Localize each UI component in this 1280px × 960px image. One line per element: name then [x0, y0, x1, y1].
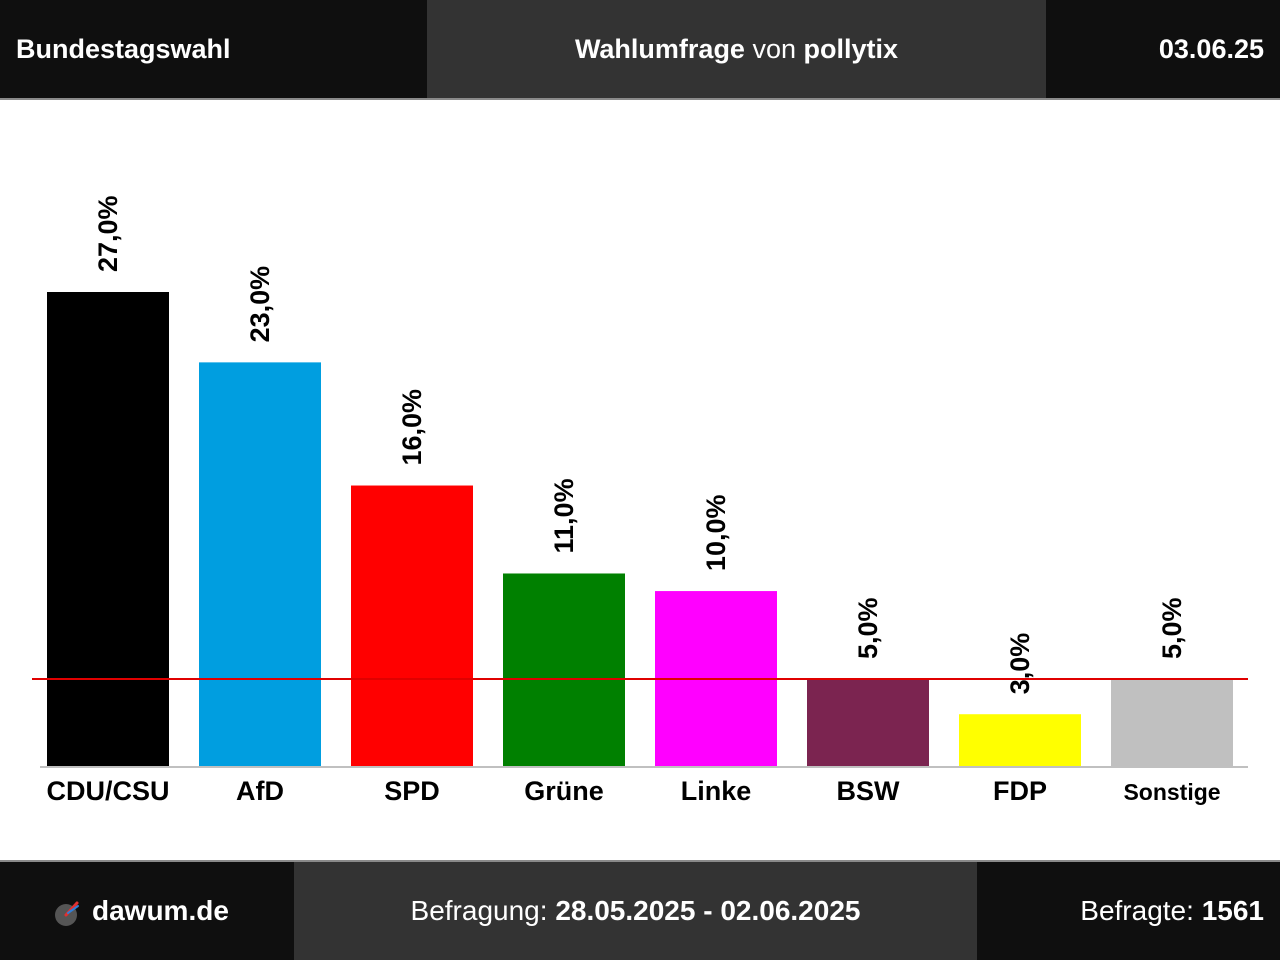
bars-layer: [47, 292, 1233, 767]
survey-period: Befragung: 28.05.2025 - 02.06.2025: [294, 862, 977, 960]
category-label: CDU/CSU: [46, 776, 169, 806]
sample-size: Befragte: 1561: [977, 862, 1280, 960]
category-label: SPD: [384, 776, 440, 806]
value-label: 10,0%: [701, 495, 731, 572]
bar: [959, 714, 1081, 767]
footer-bar: dawum.de Befragung: 28.05.2025 - 02.06.2…: [0, 860, 1280, 960]
institute-name: pollytix: [803, 34, 899, 64]
category-label: Sonstige: [1123, 779, 1220, 805]
category-label: Linke: [681, 776, 752, 806]
bar-chart: 27,0% 23,0% 16,0% 11,0% 10,0% 5,0% 3,0% 5,0% CD…: [32, 195, 1248, 806]
category-label: FDP: [993, 776, 1047, 806]
dawum-logo-icon: [55, 901, 79, 926]
site-brand[interactable]: dawum.de: [0, 862, 294, 960]
category-label: BSW: [837, 776, 901, 806]
election-title: Bundestagswahl: [16, 34, 231, 64]
poll-title-main: Wahlumfrage: [574, 34, 745, 64]
poll-title-connector: von: [752, 34, 797, 64]
value-label: 27,0%: [93, 195, 123, 272]
bar: [503, 573, 625, 767]
value-label: 23,0%: [245, 266, 275, 343]
survey-period-value: 28.05.2025 - 02.06.2025: [555, 895, 861, 926]
value-label: 5,0%: [1157, 597, 1187, 659]
category-label: Grüne: [524, 776, 604, 806]
value-label: 11,0%: [549, 478, 579, 553]
poll-date: 03.06.25: [1158, 34, 1264, 64]
poll-title: Wahlumfrage von pollytix: [427, 0, 1046, 98]
survey-period-label: Befragung:: [410, 895, 548, 926]
value-label: 3,0%: [1005, 633, 1035, 695]
sample-size-value: 1561: [1201, 895, 1264, 926]
site-name: dawum.de: [92, 895, 229, 926]
header-bar: Bundestagswahl Wahlumfrage von pollytix …: [0, 0, 1280, 100]
sample-size-label: Befragte:: [1080, 895, 1194, 926]
bar: [1111, 679, 1233, 767]
bar: [47, 292, 169, 767]
category-labels-layer: CDU/CSU AfD SPD Grüne Linke BSW FDP Sonstige: [46, 776, 1220, 806]
category-label: AfD: [236, 776, 284, 806]
value-labels-layer: 27,0% 23,0% 16,0% 11,0% 10,0% 5,0% 3,0% 5,0%: [93, 195, 1187, 694]
value-label: 5,0%: [853, 597, 883, 659]
bar: [351, 485, 473, 767]
bar: [199, 362, 321, 767]
bar: [807, 679, 929, 767]
value-label: 16,0%: [397, 389, 427, 466]
